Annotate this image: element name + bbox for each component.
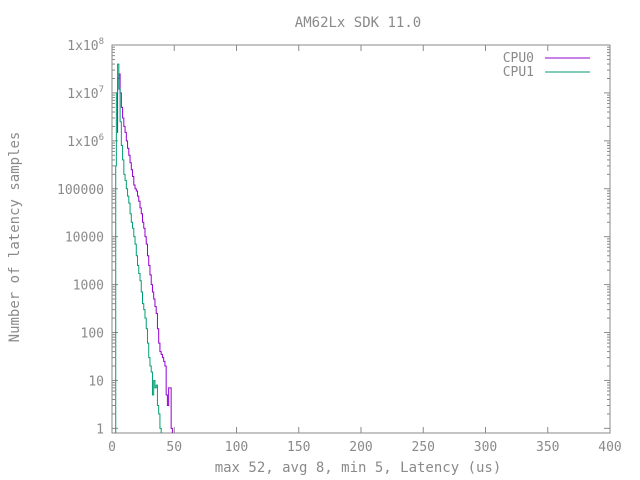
- x-tick-label: 50: [166, 440, 182, 455]
- y-tick-label: 1000: [73, 279, 104, 294]
- x-tick-label: 150: [287, 440, 310, 455]
- y-tick-label: 1: [96, 422, 104, 437]
- y-tick-label: 100000: [57, 183, 104, 198]
- y-axis-label: Number of latency samples: [7, 132, 23, 343]
- y-tick-label: 1x106: [67, 133, 104, 150]
- x-tick-label: 200: [349, 440, 372, 455]
- y-tick-label: 10: [88, 374, 104, 389]
- x-tick-label: 400: [598, 440, 621, 455]
- y-tick-label: 1x108: [67, 37, 104, 54]
- legend-label: CPU1: [503, 65, 534, 80]
- x-tick-label: 100: [225, 440, 248, 455]
- x-axis-ticks: 0 50 100 150 200 250 300 350 400: [108, 45, 622, 455]
- y-tick-label: 10000: [65, 231, 104, 246]
- x-tick-label: 300: [474, 440, 497, 455]
- series-line-cpu0: [116, 73, 173, 433]
- y-tick-label: 100: [81, 327, 104, 342]
- series-layer: [115, 63, 173, 433]
- plot-frame: [111, 44, 611, 434]
- legend-label: CPU0: [503, 51, 534, 66]
- x-tick-label: 350: [536, 440, 559, 455]
- x-axis-label: max 52, avg 8, min 5, Latency (us): [215, 460, 502, 476]
- y-axis-ticks: 1 10 100 1000 10000 100000 1x106 1x107 1x108: [57, 37, 610, 437]
- chart-title: AM62Lx SDK 11.0: [295, 15, 421, 31]
- x-tick-label: 0: [108, 440, 116, 455]
- y-tick-label: 1x107: [67, 85, 104, 102]
- x-tick-label: 250: [412, 440, 435, 455]
- series-line-cpu1: [115, 63, 162, 433]
